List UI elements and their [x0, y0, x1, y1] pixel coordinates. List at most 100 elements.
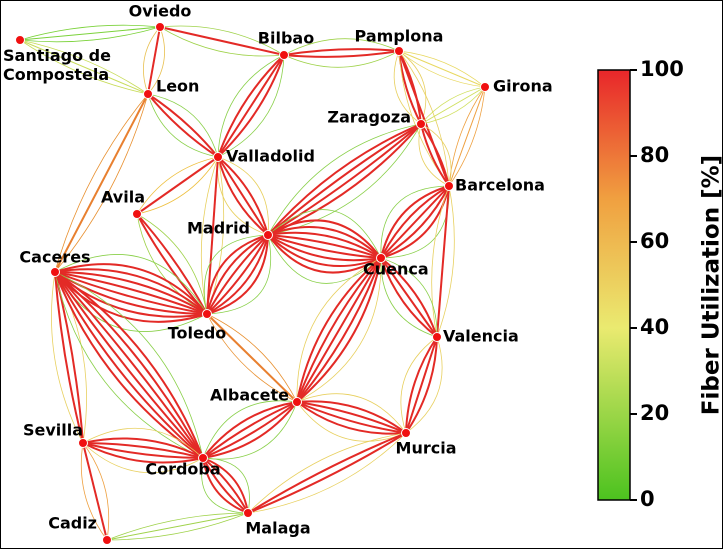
fiber — [147, 93, 219, 158]
fiber — [405, 336, 438, 434]
fiber — [206, 234, 269, 315]
fiber — [54, 93, 149, 273]
node — [279, 50, 289, 60]
fiber — [202, 457, 249, 514]
fiber — [247, 432, 407, 514]
fiber — [405, 336, 438, 434]
fiber — [267, 234, 382, 262]
fiber — [283, 50, 400, 58]
node-label: Girona — [493, 77, 553, 96]
label-line: Santiago de — [3, 46, 111, 65]
node — [213, 152, 223, 162]
label-line: Compostela — [3, 65, 109, 84]
fiber — [296, 401, 407, 434]
fiber — [82, 427, 204, 459]
fiber — [398, 50, 450, 187]
fiber — [217, 54, 285, 158]
fiber — [247, 432, 407, 514]
fiber — [296, 257, 382, 403]
fiber — [202, 401, 298, 459]
fiber — [296, 257, 382, 403]
node-label: Barcelona — [455, 176, 545, 195]
fiber — [143, 26, 161, 95]
fiber — [54, 271, 204, 459]
node — [143, 89, 153, 99]
fiber — [54, 271, 204, 459]
fiber — [448, 86, 486, 187]
fiber — [247, 432, 407, 514]
fiber — [400, 336, 438, 434]
fiber — [54, 271, 208, 315]
node — [243, 508, 253, 518]
fiber — [202, 401, 298, 460]
fiber — [206, 313, 298, 403]
fiber — [296, 257, 382, 403]
node — [416, 119, 426, 129]
node — [50, 267, 60, 277]
colorbar-ticks: 0 20 40 60 80 100 — [630, 57, 684, 511]
fiber — [405, 336, 438, 434]
fiber — [217, 156, 269, 236]
fiber — [202, 457, 250, 514]
node-label: Albacete — [210, 386, 289, 405]
fiber — [206, 313, 298, 403]
fiber — [267, 234, 382, 268]
fiber — [267, 231, 382, 259]
fiber — [217, 156, 269, 236]
node — [444, 181, 454, 191]
fiber — [203, 234, 269, 315]
fiber — [380, 257, 438, 338]
node-label: Toledo — [168, 324, 227, 343]
fiber — [202, 401, 298, 459]
fiber — [19, 26, 161, 43]
fiber — [380, 185, 450, 259]
node — [132, 209, 142, 219]
fiber — [54, 254, 208, 315]
fiber — [54, 271, 204, 459]
node-label: Valencia — [443, 327, 519, 346]
fiber — [54, 271, 208, 315]
fiber — [136, 213, 208, 315]
node-label: Cordoba — [145, 460, 220, 479]
fiber — [202, 457, 249, 514]
fiber — [431, 185, 450, 338]
fiber — [448, 86, 486, 187]
fiber — [380, 257, 438, 338]
fiber — [217, 156, 269, 236]
fiber — [54, 271, 84, 444]
node-label: Leon — [156, 77, 199, 96]
fiber — [436, 185, 450, 338]
fiber — [147, 93, 219, 158]
node-label: Oviedo — [129, 2, 192, 21]
fiber — [420, 123, 452, 187]
fiber — [267, 234, 382, 284]
fiber — [147, 26, 165, 95]
fiber — [380, 185, 450, 259]
tick-label: 100 — [640, 57, 684, 81]
fiber — [136, 213, 208, 315]
fiber — [54, 263, 208, 315]
fiber — [436, 185, 455, 338]
fiber — [267, 219, 382, 259]
fiber — [82, 442, 204, 464]
fiber — [283, 38, 400, 56]
node-label: Cadiz — [48, 514, 97, 533]
nodes: Oviedo Santiago de Compostela Bilbao Pamplon… — [3, 2, 553, 545]
fiber — [206, 234, 269, 315]
node — [102, 535, 112, 545]
fiber — [398, 50, 486, 88]
colorbar-title: Fiber Utilization [%] — [699, 155, 723, 415]
fiber — [405, 336, 443, 434]
fiber — [296, 257, 382, 403]
fiber — [398, 50, 486, 88]
fiber — [267, 225, 382, 259]
fiber — [106, 512, 249, 541]
fiber — [19, 39, 149, 95]
node-label: Murcia — [396, 439, 457, 458]
node-label: Cuenca — [363, 260, 429, 279]
fiber — [296, 257, 382, 403]
fiber — [80, 442, 108, 541]
fiber — [380, 185, 450, 259]
node-label: Sevilla — [23, 421, 83, 440]
